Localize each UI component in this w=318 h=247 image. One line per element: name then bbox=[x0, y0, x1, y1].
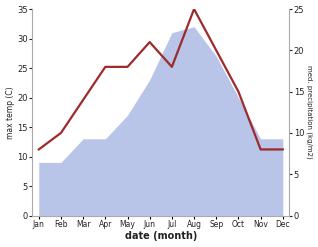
Y-axis label: med. precipitation (kg/m2): med. precipitation (kg/m2) bbox=[306, 65, 313, 159]
X-axis label: date (month): date (month) bbox=[125, 231, 197, 242]
Y-axis label: max temp (C): max temp (C) bbox=[5, 86, 15, 139]
